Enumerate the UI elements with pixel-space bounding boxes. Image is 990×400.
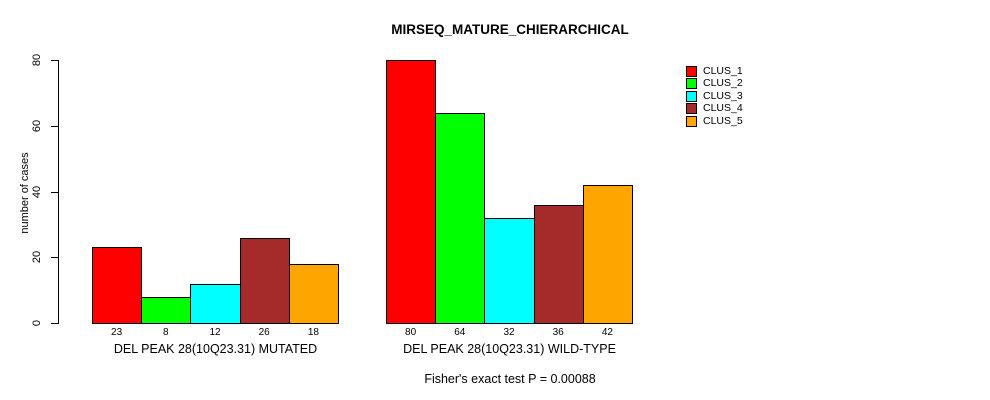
bar-clus_3-group1 (190, 283, 241, 324)
bar-value-label: 80 (405, 327, 417, 338)
legend-item-clus_5: CLUS_5 (686, 114, 743, 127)
bar-value-label: 26 (258, 327, 270, 338)
y-tick-mark (51, 125, 58, 127)
bar-value-label: 8 (163, 327, 169, 338)
bar-value-label: 32 (503, 327, 515, 338)
bar-value-label: 18 (307, 327, 319, 338)
legend-swatch-clus_1 (686, 66, 697, 77)
bar-clus_3-group2 (484, 217, 535, 324)
bar-clus_4-group1 (239, 237, 290, 324)
bar-clus_5-group2 (582, 184, 633, 324)
legend-item-clus_4: CLUS_4 (686, 102, 743, 115)
legend-swatch-clus_3 (686, 90, 697, 102)
legend-swatch-clus_5 (686, 115, 697, 127)
bar-clus_2-group1 (141, 296, 192, 324)
y-tick-label: 40 (31, 185, 43, 198)
bar-value-label: 64 (454, 327, 466, 338)
legend-label: CLUS_5 (703, 114, 743, 127)
y-tick-label: 80 (31, 53, 43, 67)
legend-swatch-clus_2 (686, 78, 697, 90)
bar-value-label: 36 (552, 327, 564, 338)
bar-clus_4-group2 (533, 204, 584, 324)
category-label-mutated: DEL PEAK 28(10Q23.31) MUTATED (113, 342, 318, 356)
legend: CLUS_1 CLUS_2 CLUS_3 CLUS_4 CLUS_5 (686, 66, 796, 136)
bar-clus_5-group1 (288, 263, 339, 324)
y-tick-label: 60 (31, 119, 43, 132)
category-label-wildtype: DEL PEAK 28(10Q23.31) WILD-TYPE (403, 342, 616, 356)
y-tick-mark (51, 323, 58, 324)
legend-item-clus_1: CLUS_1 (686, 66, 743, 77)
legend-label: CLUS_3 (703, 89, 743, 102)
y-tick-label: 0 (31, 319, 43, 327)
bar-clus_2-group2 (435, 112, 486, 324)
y-tick-mark (51, 191, 58, 193)
bar-clus_1-group1 (92, 247, 143, 324)
bar-value-label: 12 (209, 327, 221, 338)
legend-label: CLUS_4 (703, 102, 743, 115)
chart-title: MIRSEQ_MATURE_CHIERARCHICAL (391, 22, 629, 37)
bar-clus_1-group2 (386, 60, 437, 324)
y-tick-mark (51, 257, 58, 259)
y-tick-label: 20 (31, 251, 43, 264)
y-tick-mark (51, 60, 58, 61)
y-axis-line (58, 60, 59, 324)
legend-label: CLUS_2 (703, 77, 743, 90)
legend-item-clus_3: CLUS_3 (686, 89, 743, 102)
fisher-test-annotation: Fisher's exact test P = 0.00088 (424, 372, 596, 386)
bar-value-label: 23 (111, 327, 123, 338)
y-axis-title: number of cases (19, 152, 31, 234)
bar-value-label: 42 (601, 327, 613, 338)
legend-item-clus_2: CLUS_2 (686, 77, 743, 90)
legend-swatch-clus_4 (686, 103, 697, 115)
legend-label: CLUS_1 (703, 65, 743, 77)
